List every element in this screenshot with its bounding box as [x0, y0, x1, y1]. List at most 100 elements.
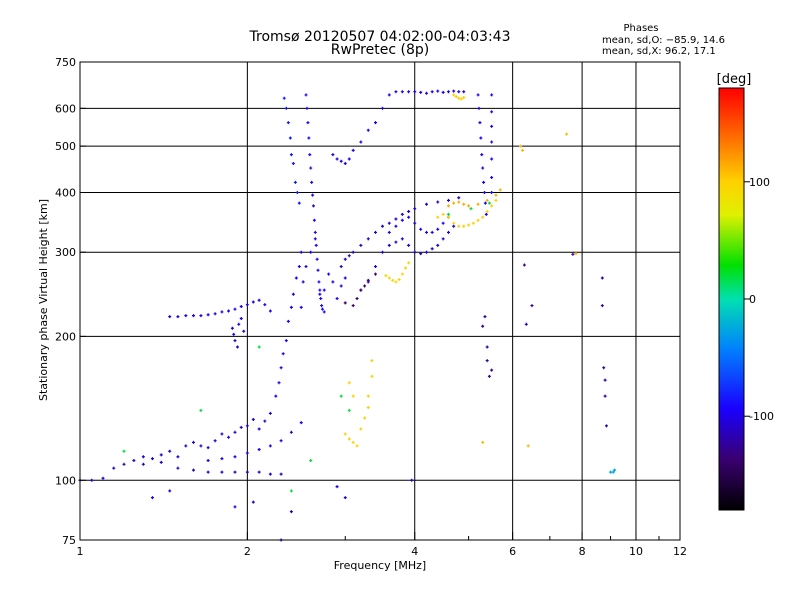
data-point: [479, 136, 483, 140]
data-point: [122, 449, 126, 453]
data-point: [307, 136, 311, 140]
chart-title: Tromsø 20120507 04:02:00-04:03:43: [249, 29, 511, 45]
data-point: [335, 157, 339, 161]
data-point: [220, 470, 224, 474]
data-point: [490, 175, 494, 179]
data-point: [245, 303, 249, 307]
x-tick-label: 12: [673, 545, 687, 558]
data-point: [191, 440, 195, 444]
data-point: [347, 408, 351, 412]
data-point: [320, 304, 324, 308]
data-point: [410, 478, 414, 482]
data-point: [351, 304, 355, 308]
data-point: [141, 455, 145, 459]
data-point: [524, 322, 528, 326]
data-point: [327, 272, 331, 276]
data-point: [490, 140, 494, 144]
data-point: [233, 339, 237, 343]
colorbar-tick-label: 100: [749, 176, 770, 189]
data-point: [233, 455, 237, 459]
data-point: [176, 455, 180, 459]
data-point: [480, 153, 484, 157]
data-point: [237, 322, 241, 326]
data-point: [452, 224, 456, 228]
data-point: [370, 359, 374, 363]
data-point: [482, 180, 486, 184]
data-point: [322, 310, 326, 314]
data-point: [279, 472, 283, 476]
data-point: [343, 301, 347, 305]
data-point: [370, 374, 374, 378]
data-point: [446, 90, 450, 94]
data-point: [268, 472, 272, 476]
data-point: [305, 106, 309, 110]
phases-line-o: mean, sd,O: −85.9, 14.6: [602, 35, 725, 46]
data-point: [490, 190, 494, 194]
data-point: [366, 128, 370, 132]
data-point: [407, 210, 411, 214]
data-point: [251, 500, 255, 504]
data-point: [274, 394, 278, 398]
data-point: [413, 250, 417, 254]
data-point: [297, 265, 301, 269]
data-point: [236, 345, 240, 349]
data-point: [373, 121, 377, 125]
data-point: [289, 305, 293, 309]
data-point: [251, 300, 255, 304]
data-point: [400, 218, 404, 222]
data-point: [320, 307, 324, 311]
data-point: [400, 212, 404, 216]
data-point: [373, 265, 377, 269]
data-point: [293, 180, 297, 184]
data-point: [304, 265, 308, 269]
data-point: [446, 212, 450, 216]
data-point: [462, 96, 466, 100]
data-point: [313, 230, 317, 234]
data-point: [494, 193, 498, 197]
data-point: [477, 106, 481, 110]
data-point: [391, 278, 395, 282]
data-point: [159, 460, 163, 464]
data-point: [387, 243, 391, 247]
data-point: [363, 416, 367, 420]
phases-title: Phases: [623, 23, 658, 34]
data-point: [419, 252, 423, 256]
data-point: [257, 470, 261, 474]
data-point: [339, 265, 343, 269]
data-point: [436, 243, 440, 247]
data-point: [319, 297, 323, 301]
data-point: [425, 230, 429, 234]
data-point: [322, 288, 326, 292]
data-point: [490, 157, 494, 161]
colorbar: [718, 87, 745, 511]
data-point: [526, 444, 530, 448]
data-point: [343, 161, 347, 165]
data-point: [347, 437, 351, 441]
colorbar-label: [deg]: [717, 72, 752, 87]
data-point: [297, 201, 301, 205]
data-point: [239, 304, 243, 308]
data-point: [484, 212, 488, 216]
data-point: [436, 227, 440, 231]
data-point: [230, 326, 234, 330]
data-point: [245, 451, 249, 455]
y-tick-label: 75: [62, 534, 76, 547]
data-point: [150, 496, 154, 500]
data-point: [404, 266, 408, 270]
data-point: [199, 314, 203, 318]
data-point: [263, 303, 267, 307]
data-point: [425, 91, 429, 95]
data-point: [284, 106, 288, 110]
data-point: [268, 411, 272, 415]
data-point: [359, 140, 363, 144]
data-point: [289, 510, 293, 514]
data-point: [351, 148, 355, 152]
data-point: [220, 432, 224, 436]
data-point: [301, 280, 305, 284]
data-point: [176, 315, 180, 319]
plot-frame: [79, 61, 681, 541]
data-point: [359, 243, 363, 247]
x-tick-label: 10: [629, 545, 643, 558]
data-point: [490, 93, 494, 97]
